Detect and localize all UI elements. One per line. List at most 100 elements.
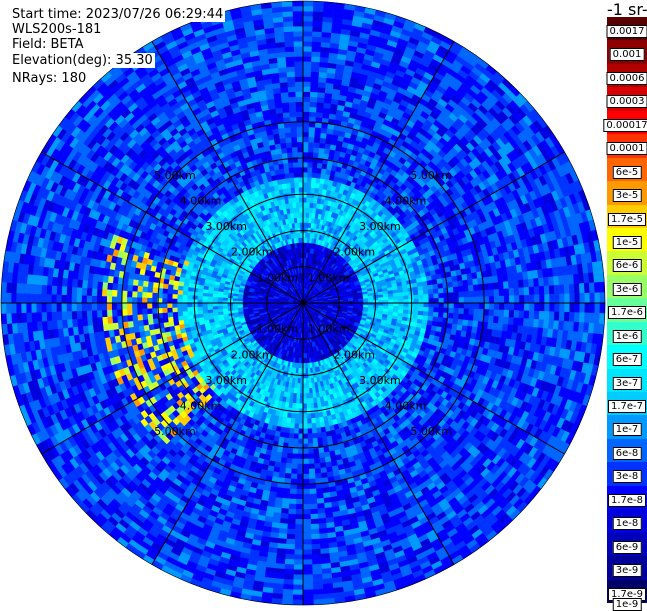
ppi-cell [298,167,303,172]
ppi-cell [168,317,174,322]
ppi-cell [207,306,212,310]
ppi-cell [183,315,189,320]
ppi-cell [289,428,294,433]
ppi-cell [306,398,310,403]
ppi-cell [162,313,167,318]
ppi-cell [307,172,312,177]
ppi-cell [172,307,177,312]
ppi-cell [297,218,300,223]
ppi-cell [187,299,192,303]
ppi-cell [322,437,328,443]
ppi-cell [188,291,193,295]
ppi-cell [295,419,299,424]
ppi-cell [403,288,408,292]
ppi-cell [409,303,414,307]
ppi-cell [312,167,317,173]
ppi-cell [303,409,307,414]
ppi-cell [299,419,303,424]
ppi-cell [307,177,312,182]
ppi-cell [303,172,308,177]
ppi-cell [428,312,433,317]
ppi-cell [162,298,167,303]
ppi-cell [316,428,321,434]
ppi-cell [286,178,291,184]
ppi-cell [439,293,444,298]
ppi-cell [311,183,316,188]
ppi-cell [307,187,311,192]
ppi-cell [295,182,299,187]
ppi-cell [296,197,300,202]
ppi-cell [178,311,183,316]
ppi-cell [296,202,300,207]
ppi-cell [414,299,419,303]
ppi-cell [413,291,418,295]
ppi-cell [434,303,439,308]
ppi-cell [378,295,383,298]
ppi-cell [424,299,429,303]
ppi-cell [294,167,299,172]
ppi-cell [300,399,304,404]
ppi-cell [218,306,223,309]
ppi-cell [424,303,429,307]
ppi-cell [303,429,308,434]
ppi-cell [403,292,408,296]
ppi-cell [303,414,307,419]
ppi-cell [292,198,296,203]
ppi-cell [316,423,321,429]
ppi-cell [298,238,301,243]
ppi-cell [310,398,314,403]
ppi-cell [192,303,197,307]
ppi-cell [311,188,315,193]
ppi-cell [238,305,243,308]
ppi-cell [297,388,300,393]
ppi-cell [303,404,307,409]
ppi-cell [223,308,228,311]
ppi-cell [285,173,290,179]
ppi-cell [418,286,424,291]
ppi-cell [434,308,439,313]
ppi-cell [398,306,403,310]
ppi-cell [213,309,218,313]
ppi-cell [419,307,424,311]
ppi-cell [208,309,213,313]
ppi-cell [433,289,439,294]
ppi-cell [313,438,318,443]
ppi-cell [296,207,300,212]
ppi-cell [439,298,444,303]
ppi-cell [178,290,183,295]
ppi-cell [198,314,203,318]
ppi-cell [223,306,228,309]
ppi-cell [309,388,313,393]
ppi-cell [299,409,303,414]
ppi-cell [429,307,434,312]
ppi-cell [317,438,322,444]
ppi-cell [393,293,398,297]
ppi-cell [289,433,294,439]
ppi-cell [288,438,293,443]
ppi-cell [312,428,317,433]
ppi-cell [177,303,182,307]
ppi-cell [312,433,317,439]
ppi-cell [399,303,404,307]
ppi-cell [290,418,295,423]
ppi-cell [315,418,320,424]
ppi-cell [429,294,434,299]
ppi-cell [307,424,312,429]
ppi-cell [305,368,308,373]
ppi-cell [295,414,299,419]
ppi-cell [177,299,182,303]
ppi-cell [428,289,433,294]
ppi-cell [303,162,308,167]
ppi-cell [428,285,434,290]
ppi-cell [294,424,299,429]
ppi-cell [307,182,311,187]
ppi-cell [297,213,300,218]
ppi-cell [317,433,322,439]
ppi-cell [182,303,187,307]
ppi-cell [303,187,307,192]
ppi-cell [378,297,383,300]
ppi-cell [172,303,177,308]
ppi-cell [298,172,303,177]
ppi-cell [182,295,187,299]
ppi-cell [178,316,184,321]
